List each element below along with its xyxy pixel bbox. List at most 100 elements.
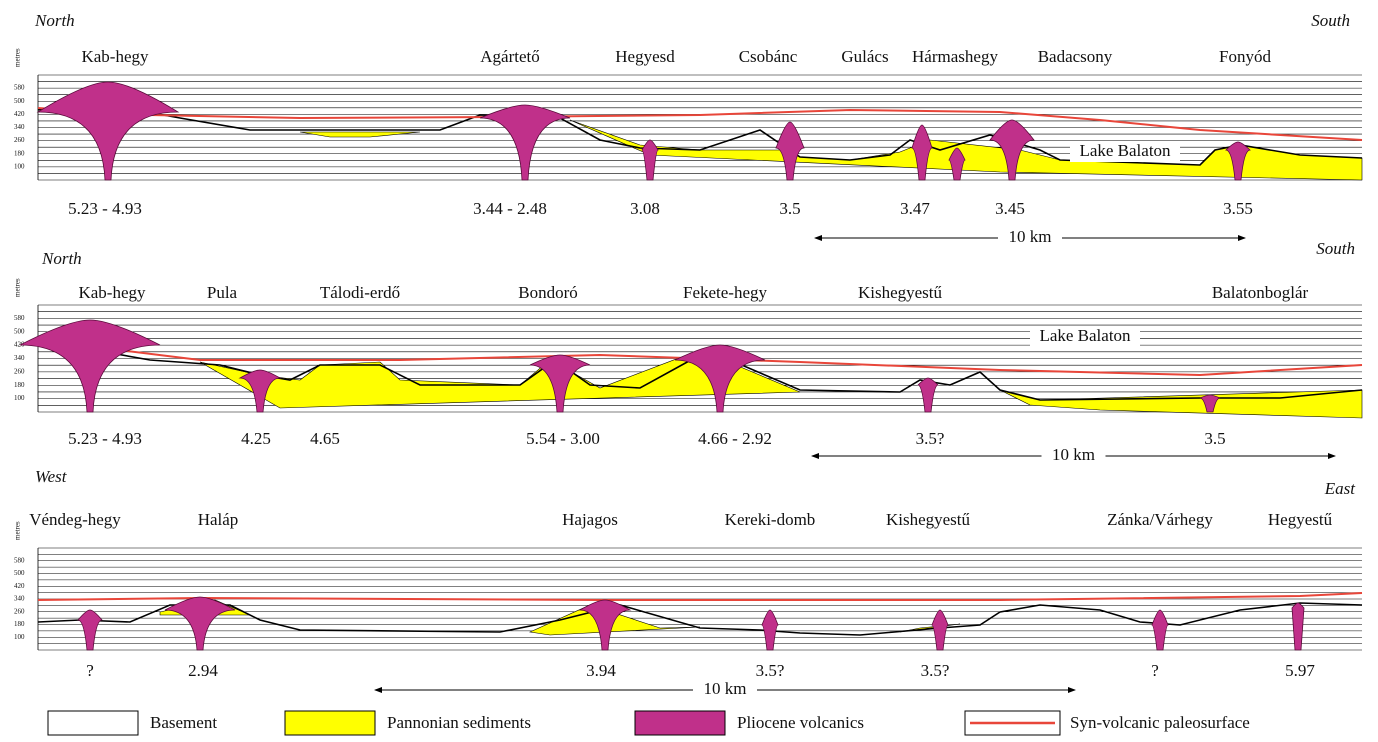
- direction-label: East: [1324, 479, 1357, 498]
- age-label: 3.5: [1204, 429, 1225, 448]
- direction-label: North: [34, 11, 75, 30]
- legend-swatch: [635, 711, 725, 735]
- legend-label: Pannonian sediments: [387, 713, 531, 732]
- place-label: Csobánc: [739, 47, 798, 66]
- place-label: Kereki-domb: [725, 510, 816, 529]
- volcanic: [38, 82, 178, 180]
- place-label: Kishegyestű: [858, 283, 943, 302]
- legend-swatch: [48, 711, 138, 735]
- axis-unit: metres: [14, 48, 22, 67]
- axis-tick-label: 180: [14, 149, 25, 157]
- volcanic: [762, 610, 778, 650]
- age-label: 3.5?: [921, 661, 950, 680]
- place-label: Hegyestű: [1268, 510, 1333, 529]
- place-label: Haláp: [198, 510, 239, 529]
- age-label: 3.5: [779, 199, 800, 218]
- scale-label: 10 km: [704, 679, 747, 698]
- age-label: 3.47: [900, 199, 930, 218]
- volcanic: [918, 378, 938, 412]
- age-label: 3.5?: [916, 429, 945, 448]
- age-label: 5.97: [1285, 661, 1315, 680]
- paleosurface: [38, 108, 1362, 140]
- scale-label: 10 km: [1052, 445, 1095, 464]
- place-label: Zánka/Várhegy: [1107, 510, 1213, 529]
- lake-label: Lake Balaton: [1039, 326, 1131, 345]
- place-label: Bondoró: [518, 283, 578, 302]
- age-label: 4.25: [241, 429, 271, 448]
- scale-label: 10 km: [1009, 227, 1052, 246]
- age-label: 3.44 - 2.48: [473, 199, 547, 218]
- axis-unit: metres: [14, 278, 22, 297]
- axis-tick-label: 100: [14, 633, 25, 641]
- sediment: [300, 132, 420, 137]
- legend-swatch: [285, 711, 375, 735]
- axis-tick-label: 340: [14, 123, 25, 131]
- axis-tick-label: 100: [14, 162, 25, 170]
- axis-tick-label: 580: [14, 556, 25, 564]
- place-label: Hegyesd: [615, 47, 675, 66]
- place-label: Hajagos: [562, 510, 618, 529]
- volcanic: [20, 320, 160, 412]
- axis-tick-label: 420: [14, 582, 25, 590]
- age-label: 3.5?: [756, 661, 785, 680]
- place-label: Badacsony: [1038, 47, 1113, 66]
- place-label: Fekete-hegy: [683, 283, 768, 302]
- place-label: Gulács: [841, 47, 888, 66]
- place-label: Fonyód: [1219, 47, 1271, 66]
- age-label: 4.66 - 2.92: [698, 429, 772, 448]
- place-label: Kab-hegy: [78, 283, 146, 302]
- axis-tick-label: 580: [14, 84, 25, 92]
- axis-tick-label: 500: [14, 569, 25, 577]
- direction-label: South: [1316, 239, 1355, 258]
- axis-tick-label: 500: [14, 327, 25, 335]
- volcanic: [480, 105, 570, 180]
- age-label: 5.23 - 4.93: [68, 199, 142, 218]
- place-label: Kab-hegy: [81, 47, 149, 66]
- legend: Basement Pannonian sediments Pliocene vo…: [48, 711, 1250, 735]
- legend-label: Syn-volcanic paleosurface: [1070, 713, 1250, 732]
- direction-label: North: [41, 249, 82, 268]
- age-label: 3.94: [586, 661, 616, 680]
- place-label: Tálodi-erdő: [320, 283, 400, 302]
- lake-label: Lake Balaton: [1079, 141, 1171, 160]
- legend-label: Pliocene volcanics: [737, 713, 864, 732]
- axis-tick-label: 260: [14, 136, 25, 144]
- axis-tick-label: 580: [14, 314, 25, 322]
- place-label: Pula: [207, 283, 238, 302]
- direction-label: West: [35, 467, 68, 486]
- axis-tick-label: 180: [14, 381, 25, 389]
- axis-tick-label: 180: [14, 620, 25, 628]
- legend-label: Basement: [150, 713, 217, 732]
- axis-tick-label: 260: [14, 367, 25, 375]
- axis-unit: metres: [14, 521, 22, 540]
- age-label: 5.54 - 3.00: [526, 429, 600, 448]
- volcanic: [912, 125, 932, 180]
- axis-tick-label: 340: [14, 595, 25, 603]
- direction-label: South: [1311, 11, 1350, 30]
- volcanic: [165, 597, 235, 650]
- age-label: 3.08: [630, 199, 660, 218]
- age-label: 3.55: [1223, 199, 1253, 218]
- axis-tick-label: 100: [14, 394, 25, 402]
- axis-tick-label: 260: [14, 607, 25, 615]
- age-label: 2.94: [188, 661, 218, 680]
- volcanic: [642, 140, 658, 180]
- volcanic: [78, 610, 102, 650]
- age-label: ?: [86, 661, 94, 680]
- age-label: 4.65: [310, 429, 340, 448]
- age-label: 5.23 - 4.93: [68, 429, 142, 448]
- axis-tick-label: 340: [14, 354, 25, 362]
- age-label: 3.45: [995, 199, 1025, 218]
- cross-sections: Basement Pannonian sediments Pliocene vo…: [0, 0, 1378, 742]
- place-label: Agártető: [480, 47, 539, 66]
- volcanic: [776, 122, 804, 180]
- place-label: Hármashegy: [912, 47, 998, 66]
- place-label: Véndeg-hegy: [29, 510, 121, 529]
- age-label: ?: [1151, 661, 1159, 680]
- place-label: Kishegyestű: [886, 510, 971, 529]
- volcanic: [1152, 610, 1168, 650]
- sediment: [1000, 390, 1362, 418]
- axis-tick-label: 420: [14, 110, 25, 118]
- volcanic: [1292, 603, 1304, 650]
- axis-tick-label: 500: [14, 97, 25, 105]
